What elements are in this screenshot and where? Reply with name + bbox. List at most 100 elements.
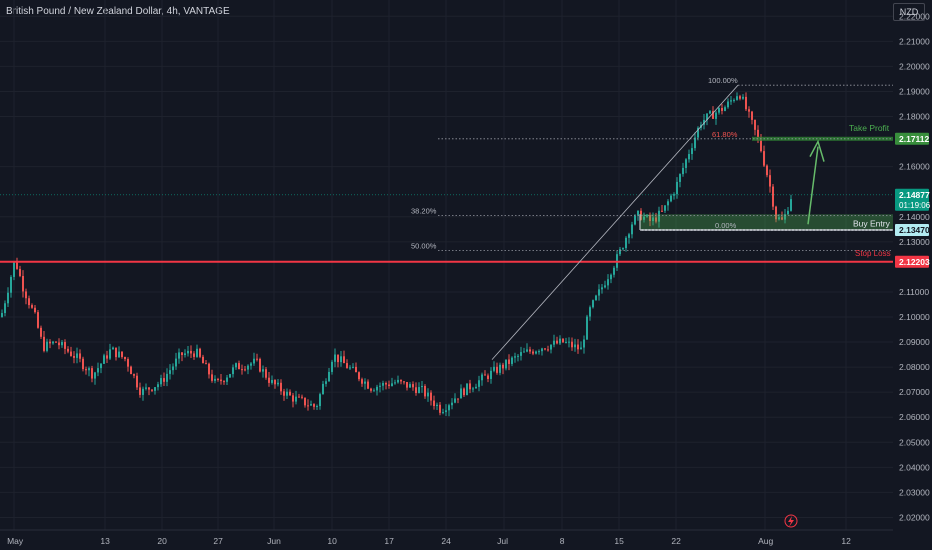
x-tick-label: Jul [497, 536, 508, 546]
candle-body [148, 387, 150, 390]
candle-body [64, 342, 66, 349]
y-tick-label: 2.22000 [899, 11, 930, 21]
candle-body [349, 367, 351, 369]
x-tick-label: May [7, 536, 24, 546]
candle-body [646, 215, 648, 217]
candle-body [298, 396, 300, 398]
candle-body [556, 340, 558, 344]
candle-body [301, 396, 303, 398]
candle-body [415, 387, 417, 394]
candle-body [508, 359, 510, 364]
y-tick-label: 2.07000 [899, 387, 930, 397]
candle-body [580, 347, 582, 350]
candle-body [112, 347, 114, 350]
candle-body [595, 295, 597, 301]
candle-body [19, 268, 21, 276]
candle-body [379, 385, 381, 387]
candle-body [25, 291, 27, 299]
x-tick-label: 20 [157, 536, 167, 546]
candle-body [727, 101, 729, 108]
buy-entry-annotation: Buy Entry [853, 219, 891, 229]
fib-label: 61.80% [712, 130, 738, 139]
candle-body [142, 388, 144, 395]
candle-body [421, 386, 423, 388]
candle-body [454, 398, 456, 403]
take-profit-annotation: Take Profit [849, 123, 890, 133]
candle-body [781, 217, 783, 220]
candle-body [292, 395, 294, 402]
candle-body [721, 107, 723, 111]
candle-body [511, 357, 513, 364]
candle-body [124, 356, 126, 360]
candle-body [211, 374, 213, 381]
candle-body [499, 364, 501, 373]
candle-body [763, 151, 765, 166]
candle-body [190, 350, 192, 354]
candle-body [472, 388, 474, 390]
lightning-icon-bolt [788, 516, 794, 527]
candle-body [520, 352, 522, 356]
candle-body [82, 358, 84, 370]
candle-body [343, 356, 345, 364]
candle-body [787, 210, 789, 215]
candle-body [178, 352, 180, 359]
candle-body [244, 369, 246, 371]
candle-body [613, 267, 615, 275]
candle-body [163, 378, 165, 382]
candle-body [37, 312, 39, 328]
candle-body [157, 384, 159, 388]
candle-body [313, 404, 315, 407]
candle-body [697, 127, 699, 138]
y-tick-label: 2.02000 [899, 512, 930, 522]
candle-body [424, 386, 426, 397]
trend-line [491, 84, 739, 360]
candle-body [649, 215, 651, 222]
candle-body [175, 358, 177, 367]
candle-body [10, 276, 12, 293]
candle-body [4, 303, 6, 314]
candle-body [493, 366, 495, 371]
candle-body [451, 402, 453, 406]
candle-body [667, 201, 669, 206]
x-tick-label: 24 [441, 536, 451, 546]
candle-body [634, 215, 636, 225]
candle-body [553, 340, 555, 345]
candle-body [631, 224, 633, 235]
candle-body [268, 377, 270, 383]
candle-body [724, 107, 726, 111]
candle-body [391, 383, 393, 387]
candle-body [121, 351, 123, 357]
candle-body [289, 391, 291, 396]
candle-body [214, 378, 216, 381]
candle-body [691, 148, 693, 155]
candle-body [85, 369, 87, 371]
candle-body [286, 391, 288, 396]
candle-body [676, 181, 678, 195]
candle-body [106, 355, 108, 359]
y-tick-label: 2.04000 [899, 462, 930, 472]
candle-body [592, 300, 594, 308]
candle-body [394, 382, 396, 384]
y-tick-label: 2.13000 [899, 237, 930, 247]
candle-body [325, 381, 327, 384]
candle-body [94, 372, 96, 379]
candle-body [331, 361, 333, 372]
current-price-label: 2.14877 [899, 190, 930, 200]
candle-body [544, 348, 546, 350]
candle-body [7, 292, 9, 304]
candle-body [13, 261, 15, 277]
candle-body [484, 374, 486, 376]
candle-body [16, 261, 18, 269]
candle-body [88, 368, 90, 371]
y-tick-label: 2.21000 [899, 36, 930, 46]
fib-label: 100.00% [708, 76, 738, 85]
candle-body [247, 365, 249, 370]
candle-body [139, 387, 141, 395]
candle-body [541, 348, 543, 352]
x-tick-label: 27 [213, 536, 223, 546]
fib-label: 50.00% [411, 242, 437, 251]
currency-button[interactable]: NZD [893, 3, 925, 21]
y-tick-label: 2.16000 [899, 162, 930, 172]
candle-body [46, 341, 48, 351]
